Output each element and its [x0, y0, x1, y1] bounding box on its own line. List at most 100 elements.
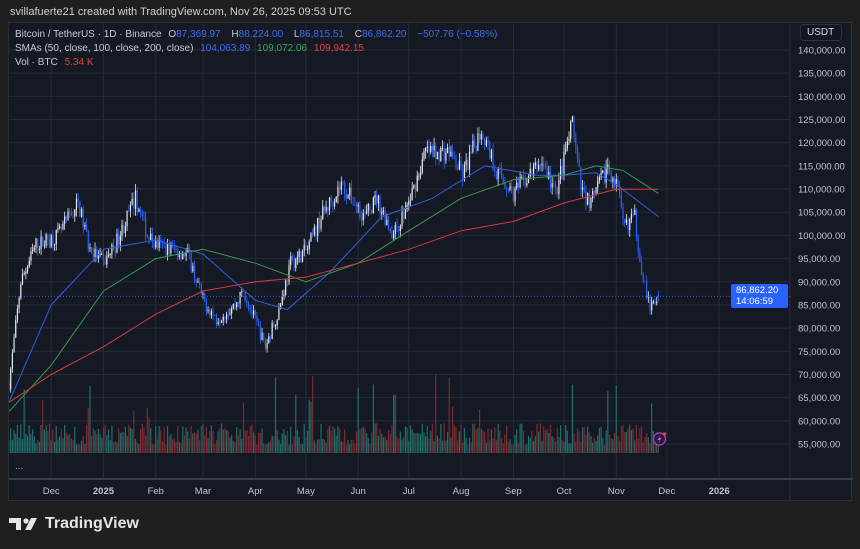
- candle: [333, 198, 336, 210]
- volume-bar: [273, 436, 275, 453]
- volume-bar: [268, 442, 270, 453]
- candle: [119, 230, 121, 252]
- candle: [52, 230, 54, 250]
- volume-bar: [325, 442, 327, 453]
- volume-legend[interactable]: Vol · BTC 5.34 K: [15, 57, 98, 68]
- y-tick-label: 110,000.00: [798, 185, 845, 196]
- volume-bar: [234, 442, 236, 453]
- price-chart[interactable]: 55,000.00 60,000.00 65,000.00 70,000.00 75,0…: [9, 23, 853, 502]
- candle: [264, 338, 266, 351]
- candle: [344, 179, 346, 201]
- candle: [492, 143, 494, 172]
- volume-bar: [389, 434, 391, 453]
- volume-bar: [131, 429, 133, 453]
- volume-bar: [220, 423, 223, 453]
- volume-bar: [210, 425, 213, 453]
- volume-bar: [298, 436, 300, 453]
- candle: [580, 167, 582, 197]
- volume-bar: [224, 428, 226, 453]
- candle: [215, 313, 218, 328]
- volume-bar: [313, 440, 315, 453]
- candle: [526, 177, 528, 188]
- candle: [426, 140, 428, 153]
- candle: [261, 327, 263, 341]
- volume-bar: [53, 442, 56, 453]
- volume-bar: [251, 424, 253, 453]
- currency-button[interactable]: USDT: [800, 24, 842, 41]
- volume-bar: [408, 440, 410, 453]
- volume-bar: [126, 436, 128, 453]
- candle: [35, 237, 37, 253]
- candle: [431, 143, 433, 158]
- volume-bar: [222, 429, 224, 453]
- volume-bar: [101, 437, 103, 453]
- y-tick-label: 80,000.00: [798, 324, 840, 335]
- volume-bar: [271, 435, 273, 453]
- candle: [453, 151, 455, 159]
- y-tick-label: 120,000.00: [798, 138, 846, 149]
- candle: [506, 186, 508, 197]
- volume-bar: [232, 440, 234, 453]
- candle: [64, 211, 66, 230]
- volume-bar: [35, 443, 37, 453]
- x-tick-label: May: [297, 486, 315, 497]
- candle: [352, 196, 354, 206]
- candle: [497, 167, 499, 186]
- candle: [59, 223, 61, 230]
- volume-bar: [512, 444, 514, 453]
- volume-bar: [526, 444, 528, 453]
- y-tick-label: 55,000.00: [798, 440, 840, 451]
- y-tick-label: 115,000.00: [798, 161, 845, 172]
- candle: [112, 238, 115, 251]
- volume-bar: [419, 434, 422, 453]
- candle: [349, 182, 351, 201]
- candle: [391, 225, 393, 240]
- volume-bar: [57, 439, 59, 453]
- candle: [220, 319, 223, 324]
- more-indicators-button[interactable]: ...: [15, 461, 24, 472]
- candle: [57, 222, 59, 233]
- candle: [138, 207, 140, 213]
- volume-value: 5.34 K: [64, 57, 94, 68]
- y-tick-label: 140,000.00: [798, 46, 846, 57]
- sma-legend[interactable]: SMAs (50, close, 100, close, 200, close)…: [15, 43, 368, 54]
- candle: [133, 191, 135, 216]
- volume-bar: [55, 426, 57, 453]
- candle: [205, 297, 207, 316]
- candle: [657, 290, 660, 303]
- volume-bar: [195, 433, 197, 453]
- candle: [553, 178, 555, 188]
- candle: [195, 279, 197, 288]
- candle: [273, 320, 275, 329]
- candle: [136, 187, 138, 216]
- volume-bar: [482, 430, 484, 453]
- candle: [318, 211, 320, 234]
- lightning-event-icon[interactable]: [652, 432, 667, 446]
- candle: [251, 303, 253, 319]
- volume-bar: [568, 443, 570, 453]
- candle: [423, 148, 425, 162]
- volume-bar: [381, 434, 383, 453]
- volume-bar: [200, 426, 202, 453]
- chart-panel[interactable]: 55,000.00 60,000.00 65,000.00 70,000.00 75,0…: [8, 22, 853, 502]
- candle: [479, 126, 481, 144]
- candle: [651, 297, 653, 315]
- tradingview-logo[interactable]: TradingView: [9, 515, 139, 533]
- volume-bar: [249, 426, 251, 453]
- candle: [187, 243, 189, 253]
- volume-bar: [180, 442, 182, 453]
- symbol-title[interactable]: Bitcoin / TetherUS · 1D · Binance: [15, 29, 162, 40]
- volume-bar: [118, 428, 120, 453]
- candle: [371, 209, 373, 215]
- candle: [467, 156, 469, 171]
- candle: [60, 223, 62, 234]
- candle: [148, 235, 150, 245]
- volume-bar: [398, 438, 400, 453]
- candle: [202, 291, 204, 299]
- volume-bar: [308, 399, 310, 453]
- sma100-value: 109,072.06: [257, 43, 308, 54]
- volume-bar: [359, 429, 361, 453]
- volume-bar: [214, 444, 216, 453]
- volume-bar: [185, 427, 187, 453]
- volume-bar: [367, 438, 369, 453]
